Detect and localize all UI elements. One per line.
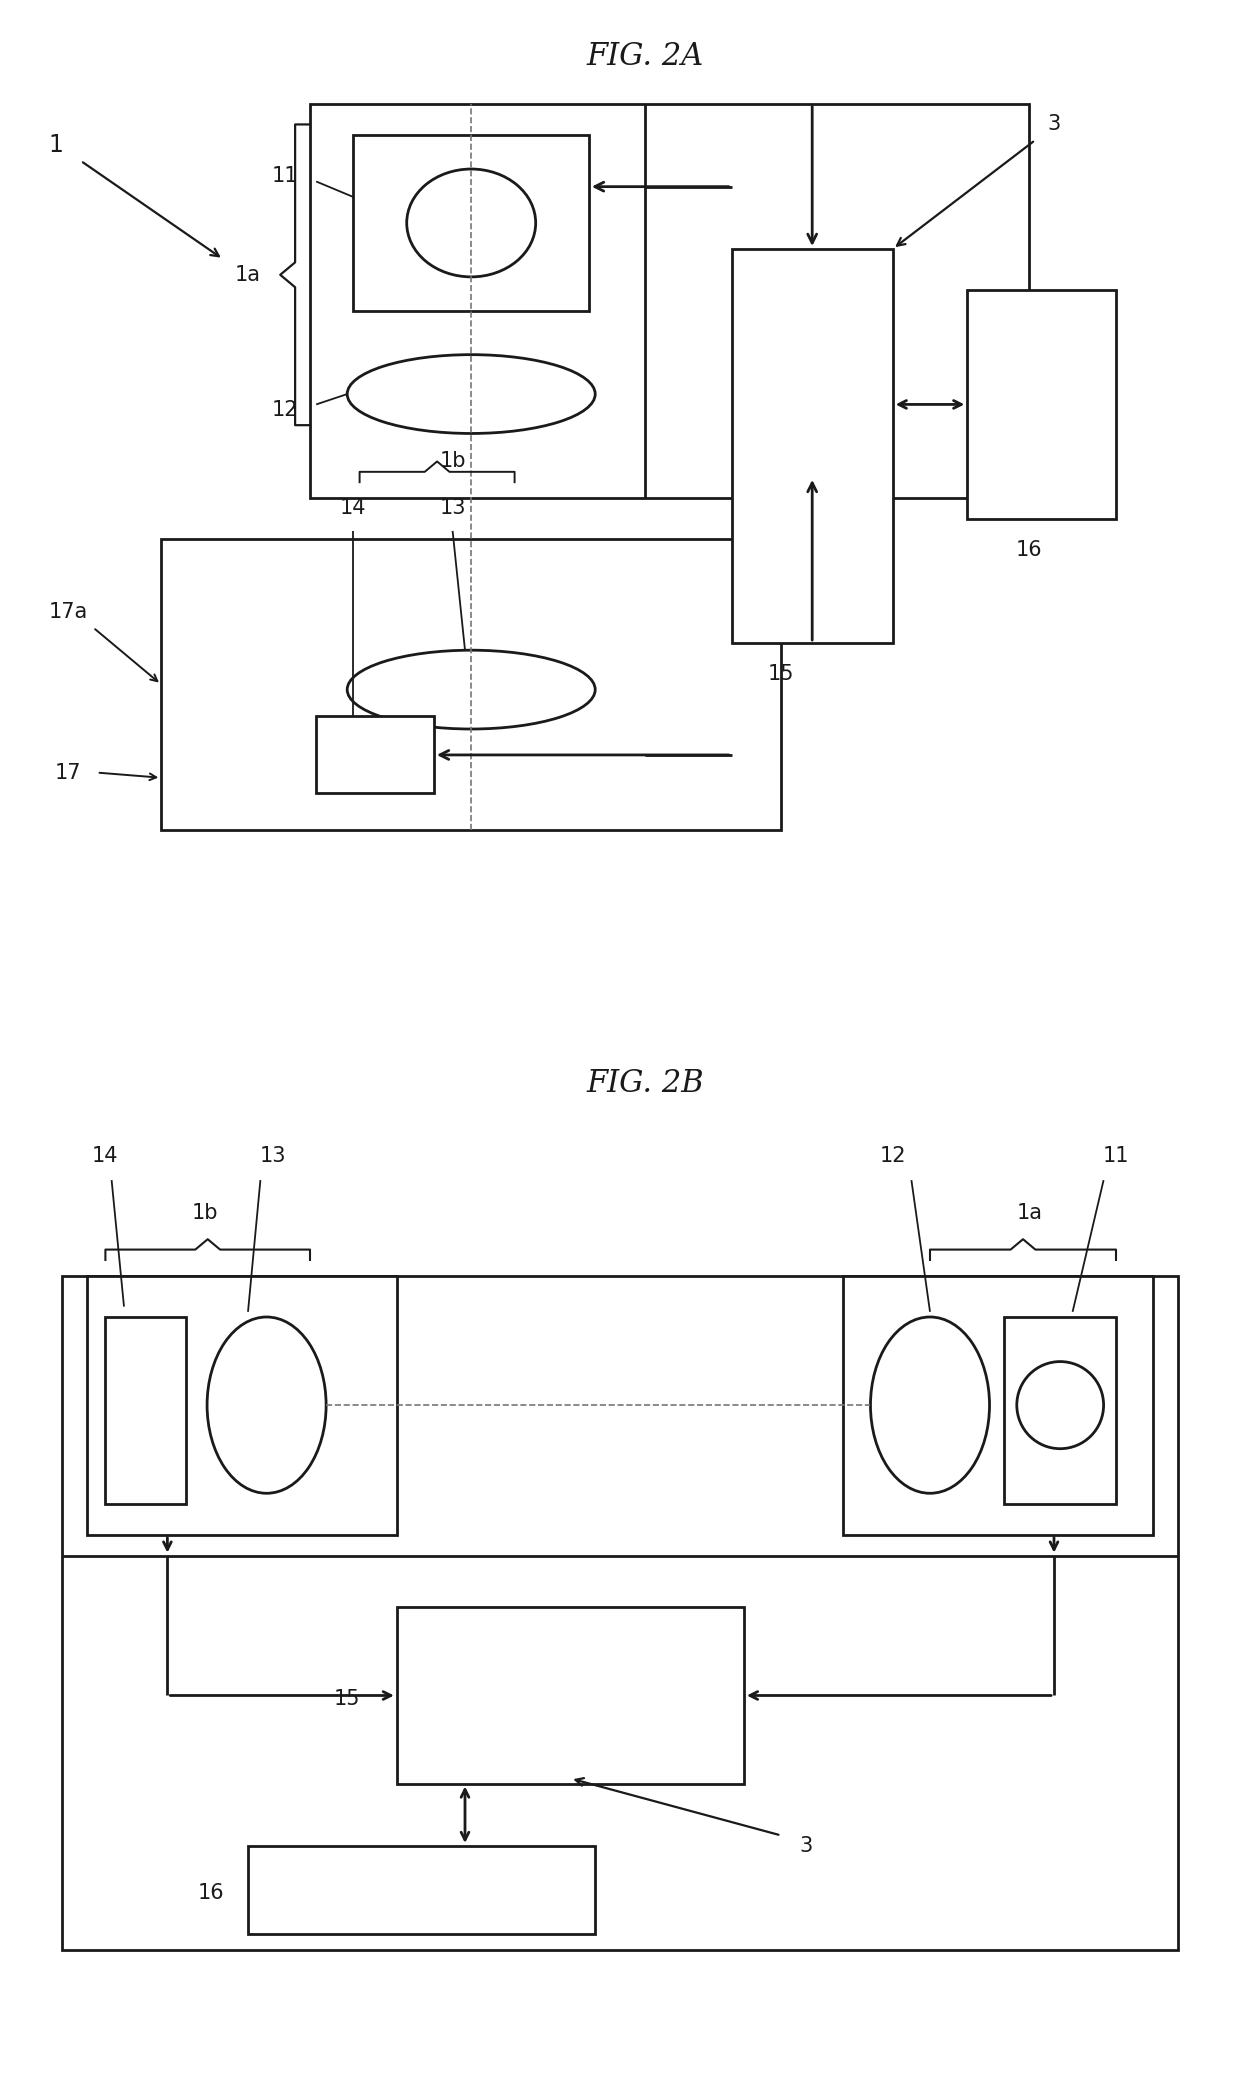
Text: 3: 3 (1048, 114, 1060, 135)
Bar (105, 1317, 186, 1504)
Bar (62, 1276, 1178, 1950)
Text: 11: 11 (1102, 1147, 1130, 1166)
Ellipse shape (407, 168, 536, 276)
Bar (843, 1276, 1153, 1535)
Text: 14: 14 (92, 1147, 119, 1166)
Bar (316, 716, 434, 794)
Text: 16: 16 (197, 1883, 224, 1902)
Bar (87, 1276, 397, 1535)
Text: 12: 12 (272, 400, 299, 419)
Bar (732, 249, 893, 643)
Text: 17: 17 (55, 763, 82, 782)
Text: 3: 3 (800, 1835, 812, 1856)
Text: 15: 15 (768, 664, 795, 684)
Ellipse shape (347, 355, 595, 433)
Bar (353, 135, 589, 311)
Text: 1a: 1a (236, 265, 260, 284)
Text: 14: 14 (340, 498, 367, 518)
Text: 17a: 17a (48, 601, 88, 622)
Text: 13: 13 (259, 1147, 286, 1166)
Text: 1a: 1a (1017, 1203, 1042, 1224)
Ellipse shape (1017, 1361, 1104, 1448)
Text: 13: 13 (439, 498, 466, 518)
Text: FIG. 2A: FIG. 2A (587, 41, 703, 73)
Text: 1b: 1b (191, 1203, 218, 1224)
Ellipse shape (870, 1317, 990, 1493)
Bar (310, 104, 1029, 498)
Bar (248, 1846, 595, 1933)
Bar (967, 290, 1116, 518)
Text: 11: 11 (272, 166, 299, 187)
Ellipse shape (207, 1317, 326, 1493)
Text: FIG. 2B: FIG. 2B (587, 1068, 703, 1099)
Text: 16: 16 (1016, 539, 1043, 560)
Bar (161, 539, 781, 830)
Bar (1004, 1317, 1116, 1504)
Text: 12: 12 (879, 1147, 906, 1166)
Ellipse shape (347, 651, 595, 728)
Text: 15: 15 (334, 1688, 361, 1709)
Text: 1b: 1b (439, 452, 466, 471)
Text: 1: 1 (48, 133, 63, 158)
Bar (397, 1607, 744, 1784)
